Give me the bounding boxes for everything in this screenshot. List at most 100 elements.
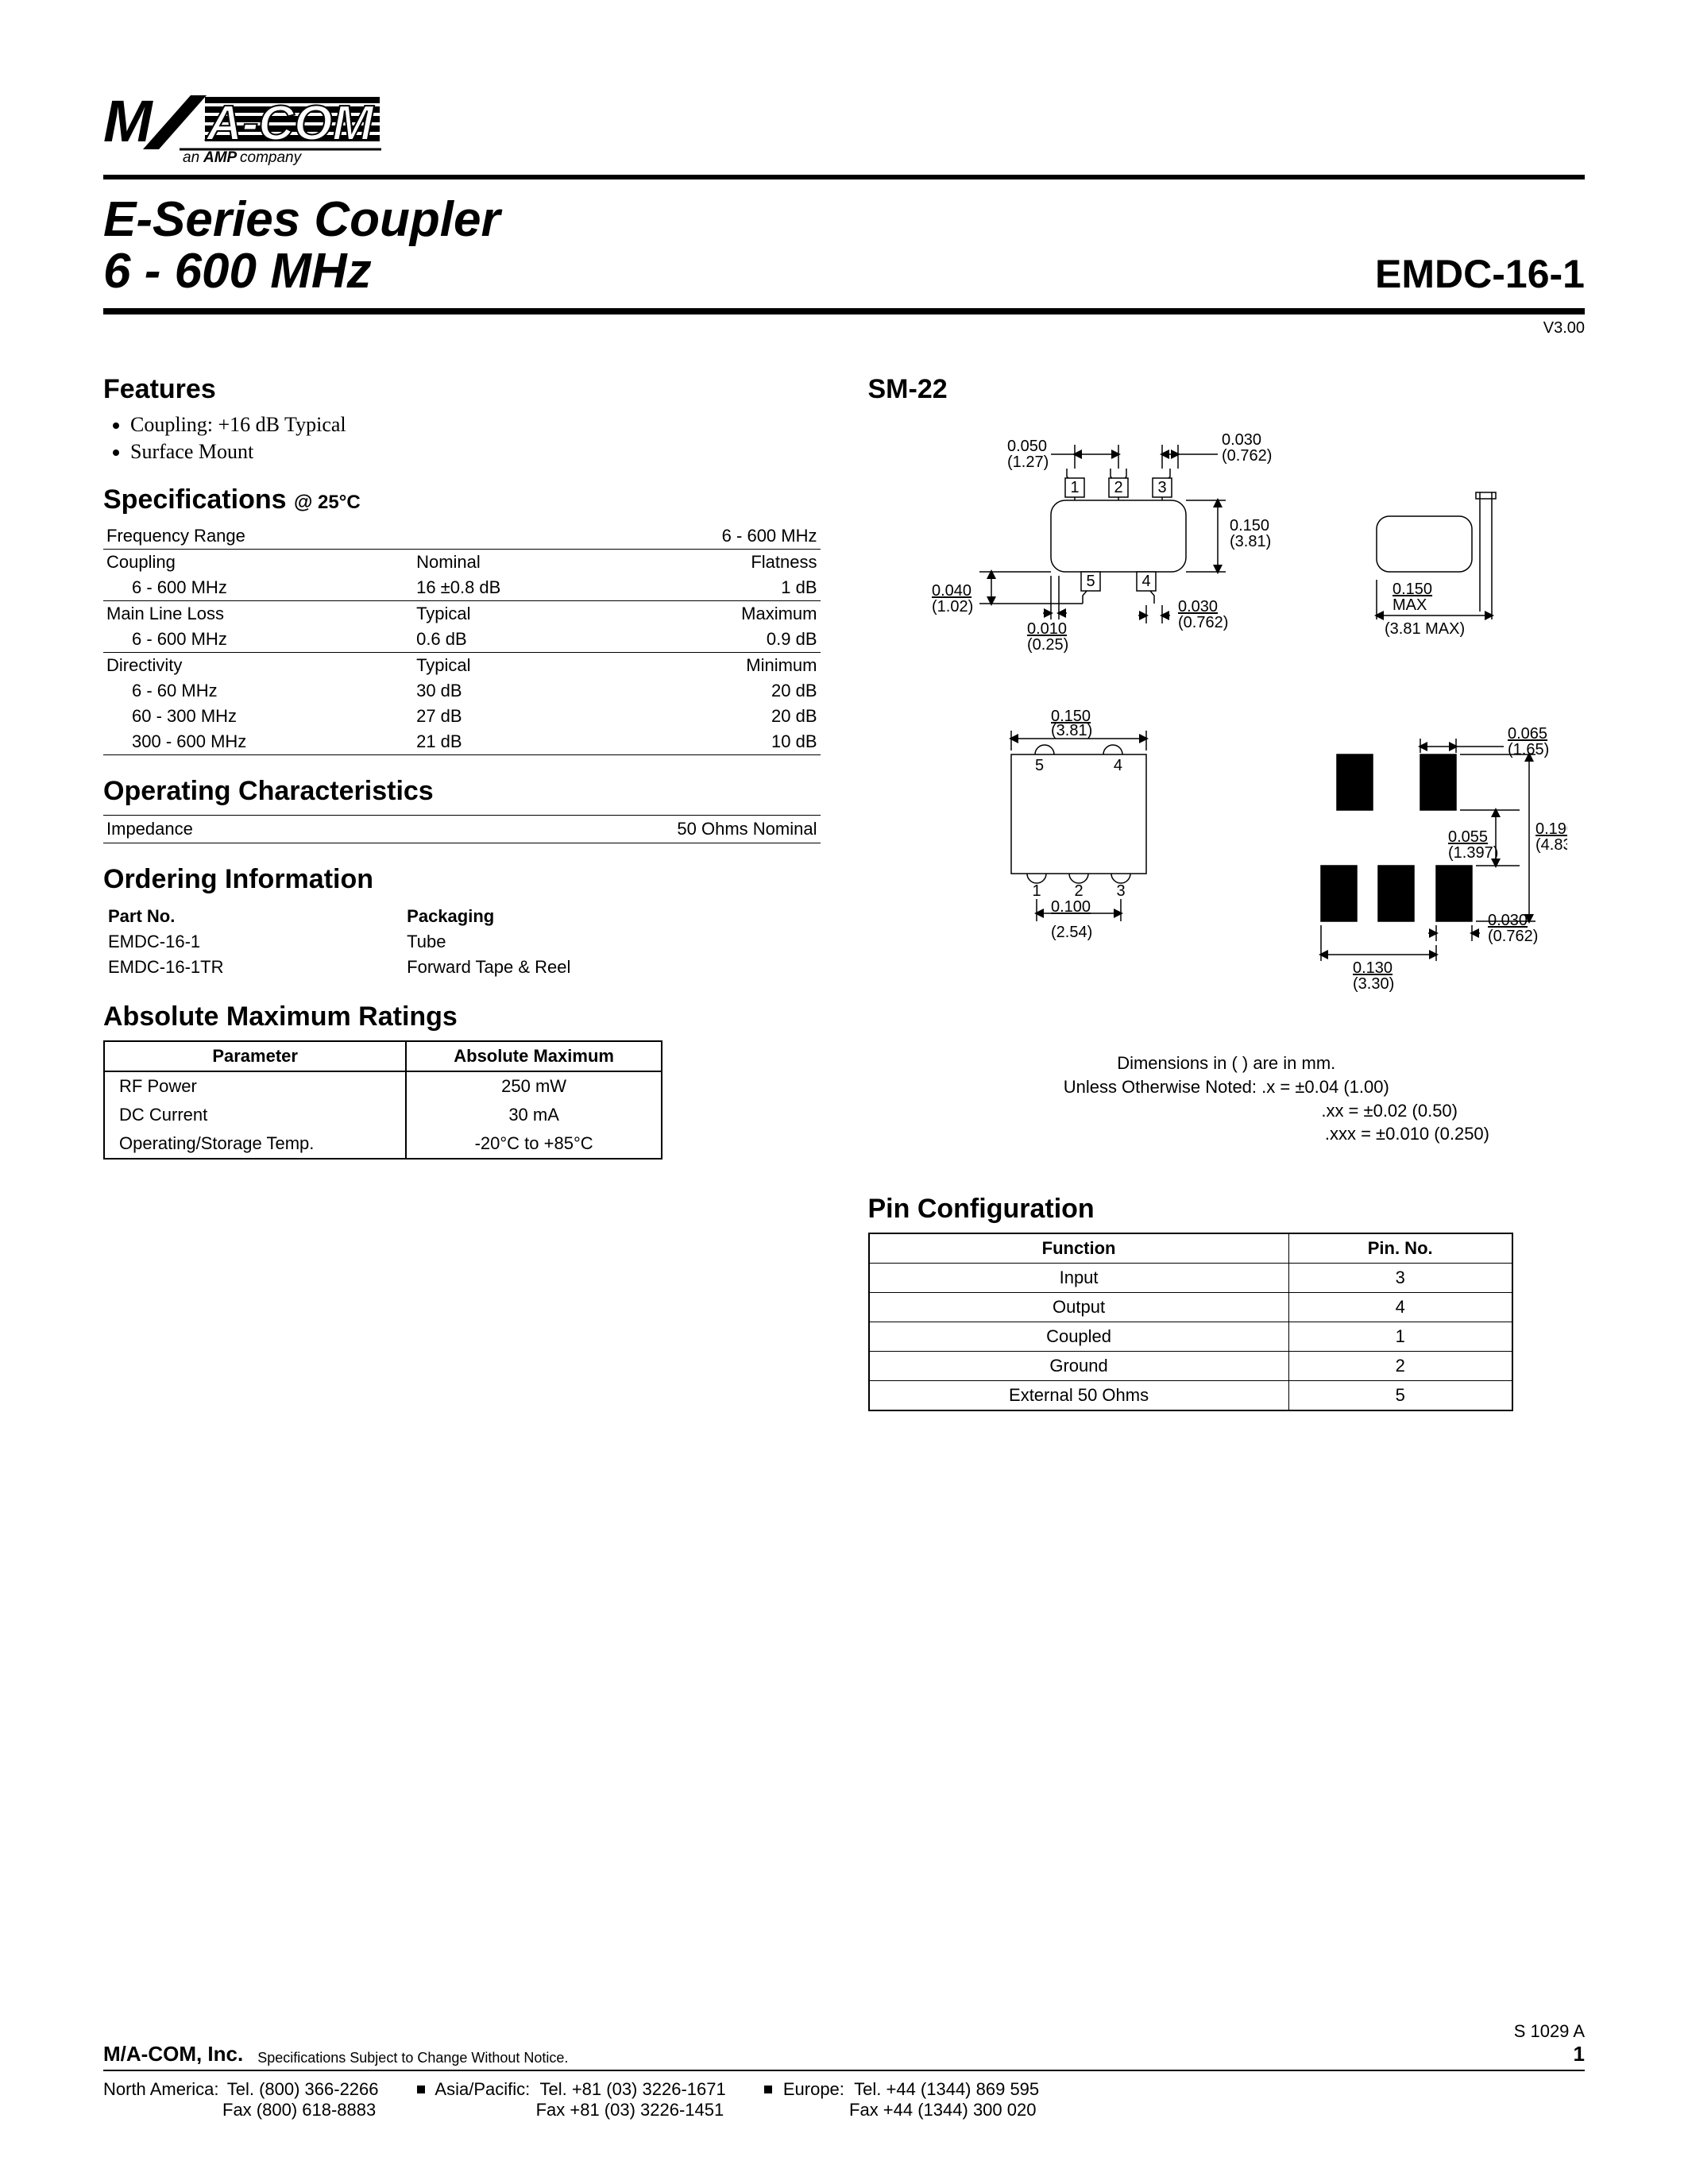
- pin-no: 2: [1288, 1351, 1512, 1380]
- svg-text:0.010: 0.010: [1027, 620, 1067, 638]
- order-pn: EMDC-16-1TR: [105, 955, 402, 979]
- specs-heading: Specifications @ 25°C: [103, 484, 821, 515]
- svg-text:1: 1: [1070, 479, 1079, 496]
- svg-text:(0.25): (0.25): [1027, 636, 1068, 654]
- dim-note-4: .xxx = ±0.010 (0.250): [868, 1122, 1586, 1146]
- pinconfig-table: FunctionPin. No. Input3 Output4 Coupled1…: [868, 1233, 1513, 1411]
- pin-col1: Function: [869, 1233, 1289, 1264]
- svg-text:A-COM: A-COM: [205, 96, 374, 151]
- footer: M/A-COM, Inc. Specifications Subject to …: [103, 2021, 1585, 2120]
- coupling-col2-val: 16 ±0.8 dB: [413, 575, 605, 601]
- macom-logo-svg: M A-COM an AMP company: [103, 87, 389, 167]
- title-line2: 6 - 600 MHz: [103, 245, 500, 297]
- svg-text:3: 3: [1116, 882, 1125, 900]
- svg-text:MAX: MAX: [1393, 596, 1427, 614]
- mll-col3-val: 0.9 dB: [605, 627, 821, 653]
- pin-func: Coupled: [869, 1322, 1289, 1351]
- dir-row-sub: 300 - 600 MHz: [103, 729, 413, 755]
- ap-label: Asia/Pacific:: [435, 2079, 530, 2099]
- order-col1: Part No.: [105, 905, 402, 928]
- impedance-value: 50 Ohms Nominal: [381, 816, 820, 843]
- amr-param: Operating/Storage Temp.: [104, 1129, 406, 1159]
- right-column: SM-22: [868, 353, 1586, 1411]
- dir-col3-hdr: Minimum: [605, 653, 821, 679]
- svg-text:(1.397): (1.397): [1448, 844, 1498, 862]
- svg-text:(1.27): (1.27): [1007, 453, 1049, 471]
- main-columns: Features Coupling: +16 dB Typical Surfac…: [103, 353, 1585, 1411]
- svg-text:5: 5: [1086, 573, 1095, 590]
- svg-text:0.030: 0.030: [1488, 912, 1528, 929]
- footer-notice: Specifications Subject to Change Without…: [257, 2050, 1513, 2066]
- ap-fax: Fax +81 (03) 3226-1451: [536, 2100, 724, 2120]
- dim-note-3: .xx = ±0.02 (0.50): [868, 1099, 1586, 1123]
- pin-func: Input: [869, 1263, 1289, 1292]
- svg-text:0.190: 0.190: [1535, 820, 1567, 838]
- mll-label: Main Line Loss: [103, 601, 413, 627]
- title-row: E-Series Coupler 6 - 600 MHz EMDC-16-1: [103, 194, 1585, 297]
- ordering-table: Part No.Packaging EMDC-16-1Tube EMDC-16-…: [103, 903, 821, 981]
- package-diagram: 1 2 3 5 4: [868, 413, 1586, 1037]
- impedance-label: Impedance: [103, 816, 381, 843]
- sm22-svg: 1 2 3 5 4: [868, 413, 1567, 1032]
- contact-eu: Europe: Tel. +44 (1344) 869 595 Europe: …: [750, 2079, 1039, 2120]
- svg-text:(0.762): (0.762): [1488, 928, 1538, 945]
- svg-text:(4.83): (4.83): [1535, 836, 1567, 854]
- dir-row-sub: 6 - 60 MHz: [103, 678, 413, 704]
- dir-row-min: 20 dB: [605, 704, 821, 729]
- svg-text:(0.762): (0.762): [1178, 614, 1228, 631]
- svg-text:4: 4: [1141, 573, 1150, 590]
- pin-no: 1: [1288, 1322, 1512, 1351]
- coupling-col3-hdr: Flatness: [605, 550, 821, 576]
- footer-page: 1: [1514, 2042, 1585, 2066]
- amr-col1: Parameter: [104, 1041, 406, 1071]
- svg-text:(3.81 MAX): (3.81 MAX): [1385, 620, 1465, 638]
- freq-value: 6 - 600 MHz: [605, 523, 821, 550]
- footer-rule: [103, 2070, 1585, 2071]
- contact-na: North America: Tel. (800) 366-2266 Fax (…: [103, 2079, 379, 2120]
- dimension-notes: Dimensions in ( ) are in mm. Unless Othe…: [868, 1051, 1586, 1146]
- amr-val: 30 mA: [406, 1101, 662, 1129]
- package-heading: SM-22: [868, 374, 1586, 405]
- feature-item: Coupling: +16 dB Typical: [130, 413, 821, 437]
- svg-text:(1.65): (1.65): [1508, 741, 1549, 758]
- dir-col2-hdr: Typical: [413, 653, 605, 679]
- rule-top: [103, 175, 1585, 179]
- svg-text:5: 5: [1035, 757, 1044, 774]
- svg-text:0.150: 0.150: [1393, 581, 1432, 598]
- svg-text:(0.762): (0.762): [1222, 447, 1272, 465]
- title-line1: E-Series Coupler: [103, 194, 500, 245]
- ordering-heading: Ordering Information: [103, 864, 821, 895]
- feature-item: Surface Mount: [130, 440, 821, 464]
- svg-text:3: 3: [1157, 479, 1166, 496]
- order-pkg: Forward Tape & Reel: [404, 955, 818, 979]
- logo: M A-COM an AMP company: [103, 87, 1585, 167]
- svg-text:0.030: 0.030: [1178, 598, 1218, 615]
- order-col2: Packaging: [404, 905, 818, 928]
- bullet-icon: [764, 2086, 772, 2093]
- mll-sub: 6 - 600 MHz: [103, 627, 413, 653]
- dir-row-typ: 30 dB: [413, 678, 605, 704]
- svg-text:2: 2: [1114, 479, 1122, 496]
- left-column: Features Coupling: +16 dB Typical Surfac…: [103, 353, 821, 1411]
- freq-label: Frequency Range: [103, 523, 413, 550]
- svg-text:(3.81): (3.81): [1230, 533, 1271, 550]
- amr-heading: Absolute Maximum Ratings: [103, 1001, 821, 1032]
- svg-text:(1.02): (1.02): [932, 598, 973, 615]
- amr-table: ParameterAbsolute Maximum RF Power250 mW…: [103, 1040, 662, 1160]
- dir-label: Directivity: [103, 653, 413, 679]
- coupling-col2-hdr: Nominal: [413, 550, 605, 576]
- svg-text:an: an: [183, 149, 199, 166]
- svg-text:0.030: 0.030: [1222, 431, 1261, 449]
- svg-text:0.130: 0.130: [1353, 959, 1393, 977]
- na-label: North America:: [103, 2079, 222, 2100]
- svg-text:(3.81): (3.81): [1051, 722, 1092, 739]
- features-heading: Features: [103, 374, 821, 405]
- order-pn: EMDC-16-1: [105, 930, 402, 954]
- amr-val: -20°C to +85°C: [406, 1129, 662, 1159]
- dir-row-min: 20 dB: [605, 678, 821, 704]
- mll-col2-val: 0.6 dB: [413, 627, 605, 653]
- svg-text:(2.54): (2.54): [1051, 924, 1092, 941]
- pin-no: 3: [1288, 1263, 1512, 1292]
- pin-no: 5: [1288, 1380, 1512, 1410]
- version: V3.00: [103, 319, 1585, 338]
